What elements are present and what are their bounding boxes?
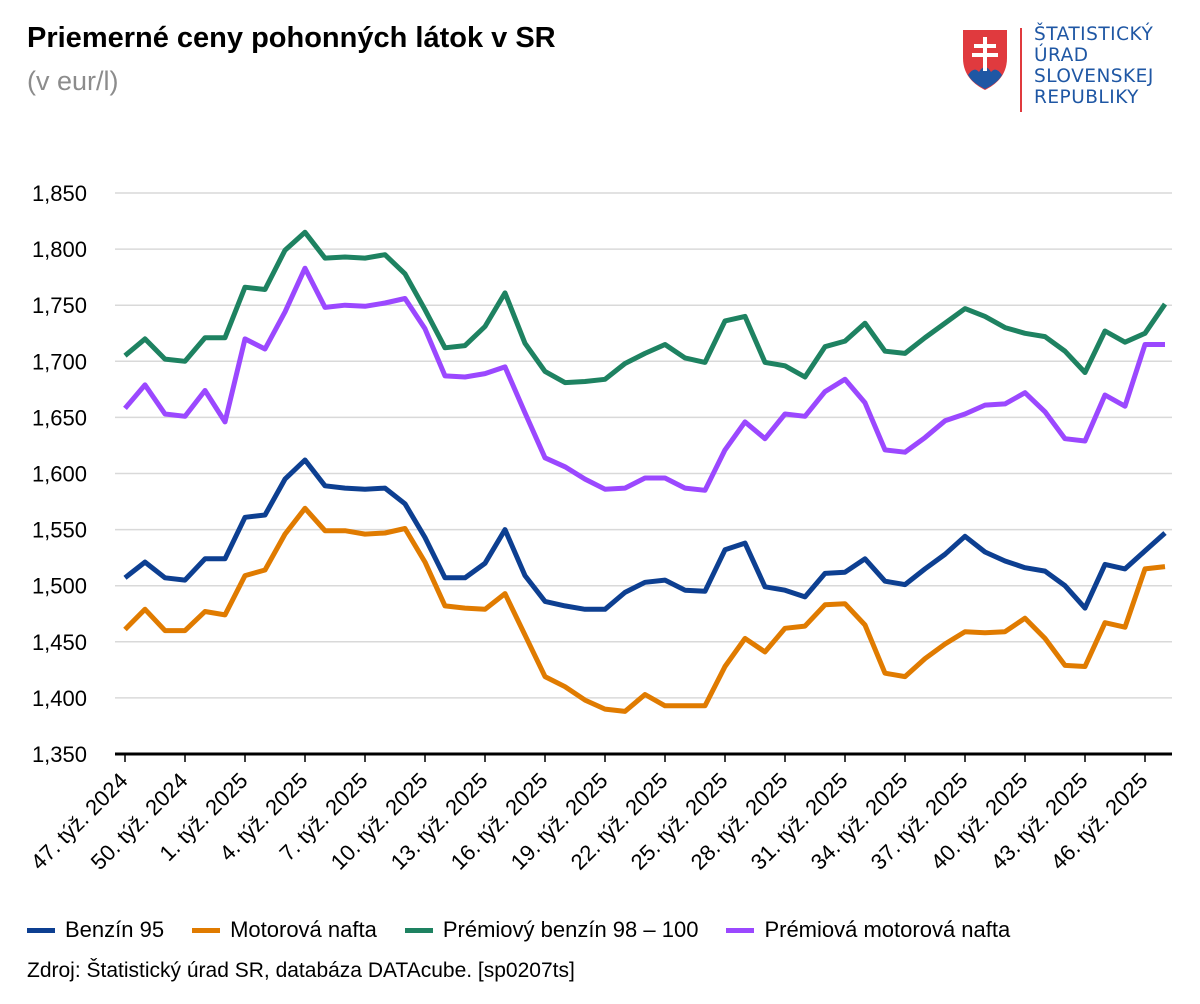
legend-item[interactable]: Motorová nafta — [192, 917, 377, 943]
y-tick-label: 1,400 — [32, 686, 87, 711]
y-tick-label: 1,650 — [32, 405, 87, 430]
statistical-office-logo[interactable]: ŠTATISTICKÝ ÚRAD SLOVENSKEJ REPUBLIKY — [958, 24, 1178, 114]
legend-item[interactable]: Benzín 95 — [27, 917, 164, 943]
chart-legend: Benzín 95 Motorová nafta Prémiový benzín 9… — [27, 917, 1038, 943]
y-tick-label: 1,600 — [32, 462, 87, 487]
y-tick-label: 1,500 — [32, 574, 87, 599]
y-tick-label: 1,750 — [32, 293, 87, 318]
series-line-3 — [123, 229, 1168, 386]
legend-swatch — [27, 927, 55, 933]
chart-subtitle: (v eur/l) — [27, 66, 119, 96]
y-tick-label: 1,850 — [32, 181, 87, 206]
source-note: Zdroj: Štatistický úrad SR, databáza DAT… — [27, 959, 575, 982]
legend-label: Prémiová motorová nafta — [764, 917, 1011, 942]
legend-swatch — [192, 927, 221, 933]
series-lines — [123, 229, 1168, 714]
slovak-coat-of-arms-icon — [963, 30, 1007, 90]
legend-label: Motorová nafta — [230, 917, 377, 942]
logo-text: ŠTATISTICKÝ ÚRAD SLOVENSKEJ REPUBLIKY — [1034, 24, 1154, 108]
y-axis-ticks: 1,350 1,400 1,450 1,500 1,550 1,600 1,650 1,700… — [32, 181, 87, 767]
legend-label: Benzín 95 — [65, 917, 165, 942]
logo-divider — [1020, 28, 1022, 112]
y-tick-label: 1,350 — [32, 742, 87, 767]
series-line-1 — [123, 457, 1167, 612]
legend-swatch — [404, 927, 433, 933]
legend-item[interactable]: Prémiová motorová nafta — [726, 917, 1010, 943]
series-line-4 — [123, 265, 1165, 493]
legend-swatch — [726, 927, 755, 933]
y-tick-label: 1,450 — [32, 630, 87, 655]
y-tick-label: 1,700 — [32, 349, 87, 374]
series-line-2 — [123, 505, 1166, 714]
line-chart: 1,350 1,400 1,450 1,500 1,550 1,600 1,650 1,700… — [26, 181, 1172, 875]
legend-label: Prémiový benzín 98 – 100 — [442, 917, 699, 942]
y-tick-label: 1,550 — [32, 518, 87, 543]
chart-title: Priemerné ceny pohonných látok v SR — [27, 22, 556, 54]
y-tick-label: 1,800 — [32, 237, 87, 262]
legend-item[interactable]: Prémiový benzín 98 – 100 — [404, 917, 699, 943]
